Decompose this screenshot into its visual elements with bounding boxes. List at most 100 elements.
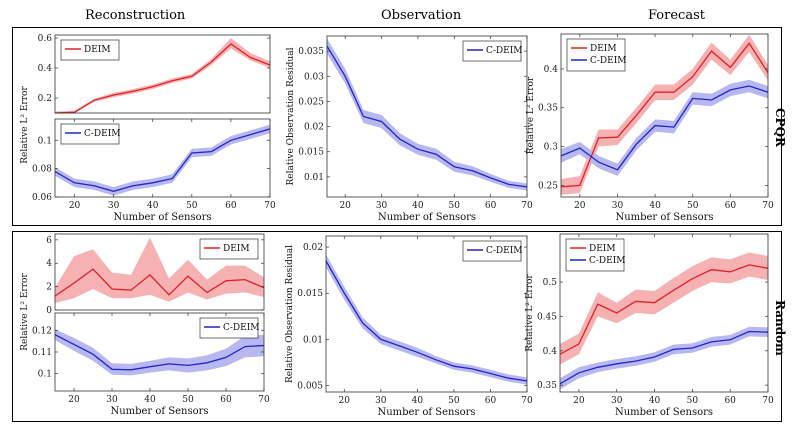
column-title-observation: Observation	[381, 8, 462, 23]
series-line	[54, 334, 265, 371]
y-tick-label: 0.08	[32, 165, 52, 175]
chart-random-forecast: 20 30 40 50 60 70 0.35 0.4 0.45 0.5 Number of Sens…	[525, 233, 774, 418]
x-tick-label: 20	[69, 201, 81, 211]
y-tick-label: 0.1	[38, 136, 52, 146]
x-tick-label: 20	[68, 395, 80, 405]
x-tick-label: 60	[225, 201, 237, 211]
random-row-box	[12, 231, 782, 422]
x-tick-label: 30	[375, 396, 387, 406]
y-tick-label: 4	[46, 259, 52, 269]
x-tick-label: 30	[612, 201, 624, 211]
axes-frame	[54, 118, 271, 198]
y-tick-label: 0.11	[32, 348, 52, 358]
legend-box	[199, 238, 259, 260]
x-tick-label: 30	[611, 396, 623, 406]
y-tick-label: 0.4	[544, 65, 559, 75]
x-tick-label: 60	[725, 201, 737, 211]
chart-cpqr-forecast: 20 30 40 50 60 70 0.25 0.3 0.35 0.4 Number of Sens…	[526, 33, 774, 223]
y-tick-label: 0.03	[304, 72, 324, 82]
x-tick-label: 50	[687, 396, 699, 406]
x-tick-label: 50	[448, 396, 460, 406]
x-tick-label: 30	[108, 201, 120, 211]
row-label-random: Random	[773, 300, 787, 356]
y-tick-label: 0.025	[298, 97, 324, 107]
confidence-band	[55, 237, 264, 303]
y-tick-label: 0.35	[538, 104, 558, 114]
y-tick-label: 0.02	[303, 243, 323, 253]
chart-cpqr-recon-cdeim: 20 30 40 50 60 70 0.06 0.08 0.1 Number of Sensors…	[32, 118, 276, 223]
x-tick-label: 70	[521, 201, 533, 211]
x-tick-label: 40	[412, 396, 424, 406]
legend: C-DEIM	[462, 40, 522, 62]
x-tick-label: 70	[258, 395, 270, 405]
legend: C-DEIM	[60, 123, 120, 145]
y-tick-label: 0.01	[304, 173, 324, 183]
series-line	[559, 264, 769, 355]
axes-frame	[559, 233, 769, 393]
y-tick-label: 0.12	[32, 326, 52, 336]
legend-label: C-DEIM	[589, 256, 625, 266]
legend-box	[462, 240, 522, 262]
y-axis-label: Relative L² Error	[525, 274, 535, 352]
legend: C-DEIM	[199, 317, 259, 339]
x-tick-label: 30	[106, 395, 118, 405]
x-tick-label: 40	[147, 201, 159, 211]
x-axis-label: Number of Sensors	[377, 407, 475, 418]
confidence-band	[55, 124, 270, 196]
series-line	[54, 43, 271, 114]
confidence-band	[326, 254, 527, 385]
y-tick-label: 0	[46, 306, 52, 316]
x-axis-label: Number of Sensors	[110, 406, 208, 417]
x-tick-label: 50	[449, 201, 461, 211]
y-tick-label: 0.3	[544, 143, 559, 153]
y-axis-label: Relative Observation Residual	[286, 47, 296, 185]
series-line	[326, 45, 528, 188]
y-tick-label: 0.005	[297, 382, 323, 392]
series-line	[54, 128, 271, 192]
legend: DEIM C-DEIM	[565, 238, 625, 272]
series-line	[560, 85, 769, 171]
y-axis-label: Relative L² Error	[526, 76, 536, 154]
confidence-band	[560, 326, 768, 390]
x-tick-label: 20	[573, 396, 585, 406]
confidence-band	[561, 79, 768, 176]
y-tick-label: 0.01	[303, 335, 323, 345]
confidence-band	[561, 34, 768, 195]
x-tick-label: 20	[574, 201, 586, 211]
axes-frame	[326, 35, 528, 198]
y-tick-label: 0.5	[543, 278, 558, 288]
legend-label: DEIM	[84, 45, 111, 55]
x-tick-label: 20	[339, 201, 351, 211]
x-axis-label: Number of Sensors	[378, 212, 476, 223]
x-axis-label: Number of Sensors	[615, 407, 713, 418]
chart-random-obs: 20 30 40 50 60 70 0.005 0.01 0.015 0.02 Number of …	[285, 235, 533, 418]
x-tick-label: 70	[762, 396, 774, 406]
legend-label: C-DEIM	[223, 323, 259, 333]
x-tick-label: 70	[264, 201, 276, 211]
legend-label: C-DEIM	[486, 246, 522, 256]
series-line	[560, 42, 769, 188]
x-tick-label: 60	[220, 395, 232, 405]
axes-frame	[54, 233, 265, 311]
x-tick-label: 50	[186, 201, 198, 211]
y-tick-label: 0.45	[537, 312, 557, 322]
chart-random-recon-cdeim: 20 30 40 50 60 70 0.1 0.11 0.12 Number of Sensors…	[32, 312, 270, 417]
x-tick-label: 60	[724, 396, 736, 406]
legend: DEIM C-DEIM	[566, 38, 626, 72]
y-tick-label: 0.015	[298, 148, 324, 158]
y-axis-label: Relative L² Error	[20, 273, 30, 351]
x-tick-label: 40	[412, 201, 424, 211]
x-tick-label: 70	[762, 201, 774, 211]
legend-box	[565, 238, 625, 272]
y-tick-label: 0.6	[38, 34, 53, 44]
legend-label: C-DEIM	[590, 56, 626, 66]
confidence-band	[560, 252, 768, 365]
y-tick-label: 0.4	[38, 64, 53, 74]
y-tick-label: 0.2	[38, 94, 52, 104]
legend-box	[199, 317, 259, 339]
y-tick-label: 0.1	[38, 370, 52, 380]
y-tick-label: 6	[46, 236, 52, 246]
y-tick-label: 0.35	[537, 381, 557, 391]
chart-random-recon-deim: 0 2 4 6 Relative L² Error DEIM	[20, 233, 265, 351]
